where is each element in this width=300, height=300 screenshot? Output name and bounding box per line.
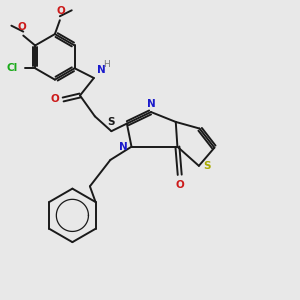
Text: S: S: [108, 117, 115, 127]
Text: O: O: [50, 94, 59, 104]
Text: O: O: [56, 6, 65, 16]
Text: O: O: [18, 22, 27, 32]
Text: H: H: [103, 60, 110, 69]
Text: N: N: [119, 142, 128, 152]
Text: S: S: [203, 161, 210, 171]
Text: N: N: [147, 99, 155, 109]
Text: Cl: Cl: [6, 63, 17, 73]
Text: N: N: [97, 65, 106, 75]
Text: O: O: [175, 180, 184, 190]
